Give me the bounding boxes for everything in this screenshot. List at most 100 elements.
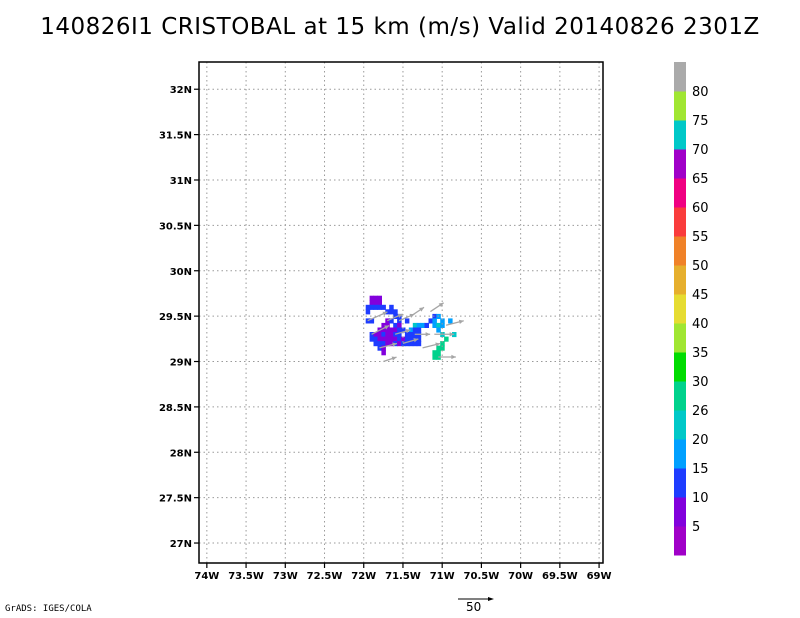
y-tick-label-1: 27.5N — [159, 494, 192, 505]
wind-cell-53 — [373, 332, 378, 338]
wind-cell-34 — [412, 322, 418, 328]
wind-cell-0 — [369, 295, 375, 301]
wind-cell-60 — [404, 332, 410, 338]
wind-cell-82 — [381, 341, 386, 347]
wind-cell-22 — [369, 318, 375, 324]
colorbar-swatch-16 — [674, 62, 686, 92]
wind-cell-68 — [377, 336, 382, 342]
colorbar-swatch-10 — [674, 236, 686, 266]
colorbar-label-7: 40 — [692, 317, 709, 332]
wind-cell-50 — [416, 327, 422, 333]
wind-cell-38 — [432, 322, 437, 328]
y-tick-label-2: 28N — [170, 448, 192, 459]
wind-cell-70 — [385, 336, 390, 342]
wind-vector-14 — [398, 313, 415, 322]
colorbar-swatch-6 — [674, 352, 686, 382]
wind-vectors — [367, 302, 464, 363]
x-tick-label-6: 71W — [430, 571, 455, 582]
wind-cell-4 — [373, 300, 378, 306]
wind-cell-67 — [373, 336, 378, 342]
colorbar-swatch-7 — [674, 323, 686, 353]
wind-cell-5 — [377, 300, 382, 306]
wind-cell-76 — [408, 336, 414, 342]
wind-cell-59 — [397, 332, 402, 338]
wind-vector-5 — [371, 324, 390, 335]
wind-cell-94 — [381, 345, 386, 351]
wind-cell-90 — [412, 341, 418, 347]
colorbar-label-12: 65 — [692, 172, 709, 187]
wind-cell-24 — [389, 318, 394, 324]
y-tick-label-4: 29N — [170, 358, 192, 369]
wind-cell-49 — [412, 327, 418, 333]
wind-cell-6 — [365, 304, 371, 310]
wind-cell-30 — [381, 322, 386, 328]
y-tick-label-7: 30.5N — [159, 221, 192, 232]
wind-cell-66 — [369, 336, 375, 342]
colorbar-label-2: 15 — [692, 462, 709, 477]
wind-speed-cells — [365, 295, 457, 360]
grads-credit: GrADS: IGES/COLA — [5, 604, 92, 614]
wind-cell-92 — [440, 341, 445, 347]
wind-vector-12 — [422, 342, 441, 349]
wind-cell-40 — [440, 322, 445, 328]
wind-cell-42 — [381, 327, 386, 333]
colorbar-label-1: 10 — [692, 491, 709, 506]
plot-frame — [198, 61, 604, 564]
y-tick-label-0: 27N — [170, 539, 192, 550]
y-tick-label-5: 29.5N — [159, 312, 192, 323]
colorbar-label-5: 30 — [692, 375, 709, 390]
reference-vector-label: 50 — [466, 600, 482, 614]
colorbar-swatch-2 — [674, 468, 686, 498]
wind-cell-79 — [444, 336, 449, 342]
wind-vector-4 — [445, 319, 464, 326]
x-tick-label-10: 69W — [587, 571, 612, 582]
colorbar-swatch-13 — [674, 149, 686, 179]
wind-cell-36 — [420, 322, 426, 328]
colorbar-swatch-14 — [674, 120, 686, 150]
wind-cell-39 — [436, 322, 441, 328]
wind-cell-61 — [408, 332, 414, 338]
wind-cell-9 — [377, 304, 382, 310]
x-tick-label-7: 70.5W — [464, 571, 500, 582]
wind-cell-11 — [389, 304, 394, 310]
plot-border — [198, 61, 604, 564]
wind-cell-2 — [377, 295, 382, 301]
wind-cell-18 — [432, 313, 437, 319]
wind-cell-100 — [432, 354, 437, 360]
wind-cell-47 — [401, 327, 406, 333]
colorbar-label-8: 45 — [692, 288, 709, 303]
wind-cell-95 — [436, 345, 441, 351]
wind-cell-73 — [397, 336, 402, 342]
wind-cell-83 — [385, 341, 390, 347]
chart-title: 140826I1 CRISTOBAL at 15 km (m/s) Valid … — [40, 14, 760, 40]
wind-cell-45 — [393, 327, 398, 333]
wind-cell-65 — [452, 332, 457, 338]
colorbar-label-14: 75 — [692, 114, 709, 129]
wind-cell-32 — [393, 322, 398, 328]
wind-cell-26 — [404, 318, 410, 324]
wind-vector-13 — [383, 356, 397, 363]
colorbar-swatch-4 — [674, 410, 686, 440]
wind-cell-80 — [373, 341, 378, 347]
wind-cell-78 — [416, 336, 422, 342]
wind-cell-99 — [436, 350, 441, 356]
colorbar-label-9: 50 — [692, 259, 709, 274]
wind-vector-9 — [379, 342, 398, 349]
wind-cell-33 — [397, 322, 402, 328]
wind-cell-48 — [408, 327, 414, 333]
grid-lines — [199, 62, 603, 563]
colorbar-swatch-3 — [674, 439, 686, 469]
wind-cell-84 — [389, 341, 394, 347]
wind-cell-97 — [381, 350, 386, 356]
wind-vector-1 — [387, 313, 403, 322]
wind-cell-8 — [373, 304, 378, 310]
wind-vector-3 — [430, 302, 444, 313]
wind-cell-72 — [393, 336, 398, 342]
colorbar-label-3: 20 — [692, 433, 709, 448]
wind-cell-29 — [440, 318, 445, 324]
wind-vector-11 — [438, 354, 456, 360]
wind-cell-10 — [381, 304, 386, 310]
wind-cell-54 — [377, 332, 382, 338]
y-axis-ticks: 27N 27.5N 28N 28.5N 29N 29.5N 30N 30.5N 31N 31.5N… — [159, 85, 199, 550]
